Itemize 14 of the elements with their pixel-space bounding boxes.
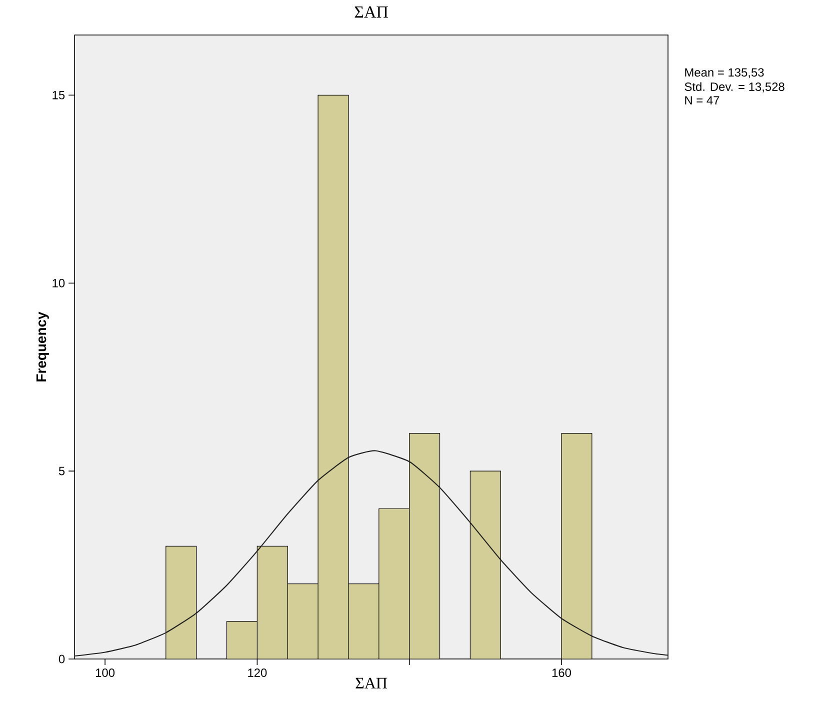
x-tick-label: 160 <box>552 668 571 677</box>
x-axis-title: ΣΑΠ <box>356 678 387 688</box>
y-tick-label: 15 <box>52 90 65 100</box>
y-tick-label: 10 <box>52 278 65 288</box>
y-axis-title: Frequency <box>36 312 49 382</box>
y-tick-label: 5 <box>58 466 65 476</box>
x-tick-label: 120 <box>248 668 267 677</box>
text: Std. Dev. = 13,528 <box>684 82 784 92</box>
x-tick-label: 100 <box>96 668 115 677</box>
text: N = 47 <box>685 96 720 104</box>
chart-title: ΣΑΠ <box>354 6 388 18</box>
text: Mean = 135,53 <box>685 68 764 78</box>
y-tick-label: 0 <box>58 654 65 664</box>
line-series <box>74 450 668 657</box>
